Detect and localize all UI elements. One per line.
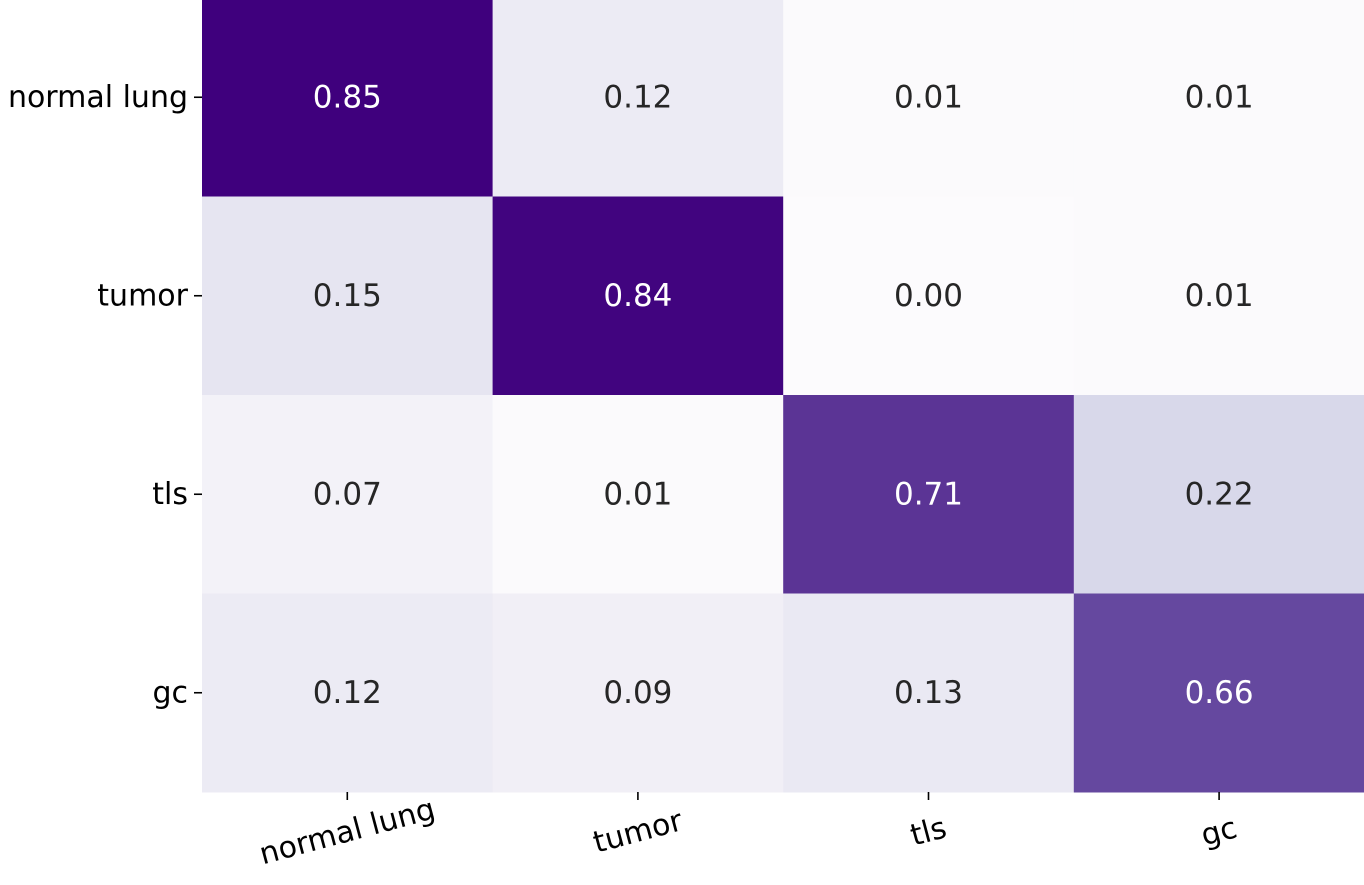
y-tick-label-normal-lung: normal lung	[8, 80, 188, 115]
y-tick-label-tls: tls	[152, 477, 188, 512]
heatmap-cell-gc-gc	[1073, 593, 1364, 793]
cell-value-label-tumor-tumor: 0.84	[603, 278, 672, 314]
heatmap-cell-normal-lung-gc	[1073, 0, 1364, 197]
heatmap-cell-gc-normal-lung	[202, 593, 494, 793]
cell-value-label-tls-tls: 0.71	[894, 476, 963, 512]
heatmap-cell-tls-gc	[1073, 395, 1364, 594]
heatmap-cell-normal-lung-tls	[783, 0, 1075, 197]
y-axis: normal lung tumor tls gc	[8, 80, 202, 710]
heatmap-cell-tumor-gc	[1073, 196, 1364, 396]
heatmap-cell-tls-normal-lung	[202, 395, 494, 594]
heatmap-cell-normal-lung-normal-lung	[202, 0, 494, 197]
heatmap-cell-tumor-tumor	[492, 196, 784, 396]
heatmap-cell-tumor-normal-lung	[202, 196, 494, 396]
cell-value-label-normal-lung-tumor: 0.12	[603, 79, 672, 115]
cell-value-label-tumor-gc: 0.01	[1185, 278, 1254, 314]
y-tick-label-gc: gc	[152, 675, 188, 710]
x-tick-label-gc: gc	[1197, 810, 1240, 853]
cell-value-label-tls-gc: 0.22	[1185, 476, 1254, 512]
x-tick-label-normal-lung: normal lung	[256, 792, 439, 872]
cell-value-label-gc-normal-lung: 0.12	[313, 675, 382, 711]
heatmap-cell-tls-tumor	[492, 395, 784, 594]
cell-value-label-normal-lung-normal-lung: 0.85	[313, 79, 382, 115]
x-tick-label-tumor: tumor	[590, 803, 687, 860]
cell-value-label-gc-gc: 0.66	[1185, 675, 1254, 711]
heatmap-cell-labels: 0.85 0.12 0.01 0.01 0.15 0.84 0.00 0.01 0.07 0.01…	[313, 79, 1254, 711]
cell-value-label-tumor-tls: 0.00	[894, 278, 963, 314]
cell-value-label-gc-tumor: 0.09	[603, 675, 672, 711]
heatmap-cell-gc-tumor	[492, 593, 784, 793]
cell-value-label-gc-tls: 0.13	[894, 675, 963, 711]
x-axis: normal lung tumor tls gc	[256, 792, 1241, 872]
y-tick-label-tumor: tumor	[97, 278, 188, 313]
cell-value-label-tls-normal-lung: 0.07	[313, 476, 382, 512]
x-tick-label-tls: tls	[907, 810, 951, 853]
heatmap-cell-gc-tls	[783, 593, 1075, 793]
heatmap-cells	[202, 0, 1364, 793]
heatmap-cell-normal-lung-tumor	[492, 0, 784, 197]
cell-value-label-normal-lung-tls: 0.01	[894, 79, 963, 115]
heatmap-cell-tls-tls	[783, 395, 1075, 594]
cell-value-label-tumor-normal-lung: 0.15	[313, 278, 382, 314]
cell-value-label-tls-tumor: 0.01	[603, 476, 672, 512]
heatmap-cell-tumor-tls	[783, 196, 1075, 396]
cell-value-label-normal-lung-gc: 0.01	[1185, 79, 1254, 115]
